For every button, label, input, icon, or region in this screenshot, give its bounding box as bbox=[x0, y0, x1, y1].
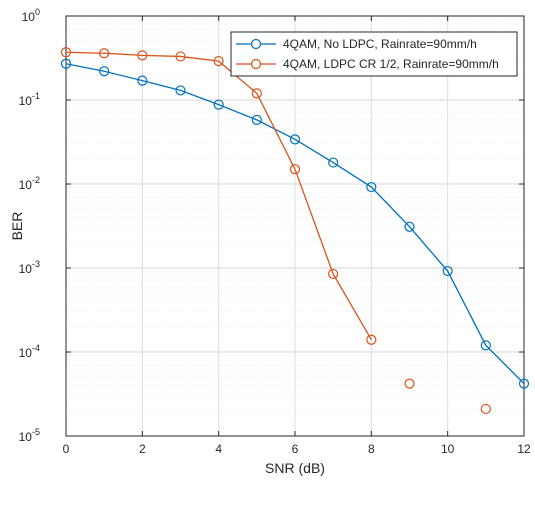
x-tick-label: 2 bbox=[139, 442, 146, 456]
y-tick-label: 10-2 bbox=[19, 175, 40, 192]
legend-marker-1 bbox=[250, 38, 262, 50]
series-1-line bbox=[65, 63, 525, 385]
legend-label-1: 4QAM, No LDPC, Rainrate=90mm/h bbox=[283, 37, 477, 51]
x-tick-label: 8 bbox=[368, 442, 375, 456]
series-1-point bbox=[99, 66, 110, 77]
legend-label-2: 4QAM, LDPC CR 1/2, Rainrate=90mm/h bbox=[283, 57, 499, 71]
x-tick-label: 6 bbox=[292, 442, 299, 456]
series-1-point bbox=[289, 134, 301, 145]
series-2-point bbox=[480, 403, 491, 415]
series-1-point bbox=[442, 265, 453, 277]
series-1-point bbox=[366, 181, 377, 193]
series-1-point bbox=[328, 157, 339, 168]
series-1-point bbox=[404, 221, 415, 232]
y-tick-label: 10-1 bbox=[19, 91, 40, 108]
y-tick-label: 100 bbox=[22, 7, 40, 24]
series-2-point bbox=[137, 50, 148, 61]
legend: 4QAM, No LDPC, Rainrate=90mm/h 4QAM, LDPC… bbox=[230, 31, 518, 77]
series-2-point bbox=[213, 56, 224, 67]
series-1-point bbox=[175, 85, 186, 96]
series-1-point bbox=[213, 99, 224, 110]
y-tick-label: 10-5 bbox=[19, 427, 40, 444]
y-axis-label: BER bbox=[9, 212, 25, 241]
legend-box bbox=[230, 31, 518, 77]
series-2-line bbox=[65, 51, 372, 341]
series-1-point bbox=[60, 58, 72, 69]
series-1-point bbox=[480, 340, 491, 351]
series-1-point bbox=[518, 378, 530, 389]
x-axis-label: SNR (dB) bbox=[265, 460, 325, 476]
series-2-point bbox=[60, 47, 72, 58]
series-2-point bbox=[366, 334, 377, 345]
series-group bbox=[60, 47, 530, 415]
legend-marker-2 bbox=[250, 58, 262, 70]
y-tick-label: 10-3 bbox=[19, 259, 40, 276]
series-1-point bbox=[251, 114, 262, 125]
grid bbox=[65, 16, 525, 437]
x-tick-label: 0 bbox=[63, 442, 70, 456]
y-tick-label: 10-4 bbox=[19, 343, 40, 360]
series-2-point bbox=[175, 51, 186, 62]
axis-ticks: 0 2 4 6 8 10 12 100 10-1 10-2 10-3 10-4 10-5 bbox=[19, 7, 531, 456]
x-tick-label: 4 bbox=[215, 442, 222, 456]
series-2-point bbox=[99, 48, 110, 59]
series-1-point bbox=[137, 75, 148, 86]
series-2-point bbox=[328, 268, 339, 280]
x-tick-label: 12 bbox=[517, 442, 531, 456]
series-2-point bbox=[404, 378, 415, 389]
x-tick-label: 10 bbox=[441, 442, 455, 456]
series-2-point bbox=[289, 164, 301, 175]
series-2-point bbox=[251, 88, 262, 99]
